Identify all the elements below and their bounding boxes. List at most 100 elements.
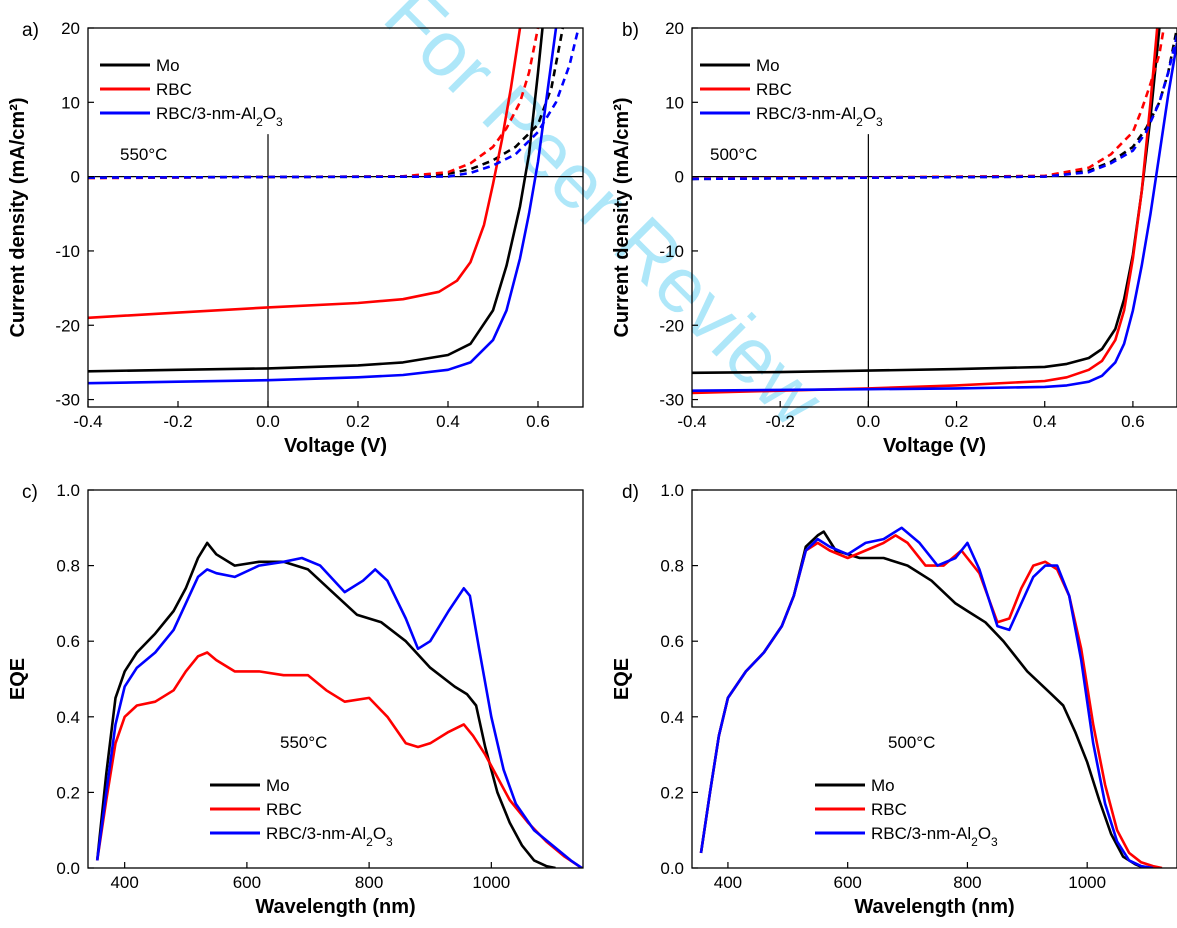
series-group bbox=[692, 28, 1177, 395]
panel-c: 400 600 800 1000 0.0 0.2 0.4 0.6 0.8 1.0 Wavelengt… bbox=[7, 481, 584, 918]
x-tick-label: 1000 bbox=[472, 873, 510, 892]
y-tick-label: -30 bbox=[659, 391, 684, 410]
x-tick-label: 0.6 bbox=[526, 412, 550, 431]
x-tick-label: 800 bbox=[355, 873, 383, 892]
legend: Mo RBC RBC/3-nm-Al2O3 bbox=[815, 776, 998, 849]
plot-frame bbox=[691, 489, 1177, 869]
x-tick-label: 0.0 bbox=[256, 412, 280, 431]
legend-label: RBC/3-nm-Al2O3 bbox=[756, 104, 883, 129]
legend-label: Mo bbox=[156, 56, 180, 75]
legend-label: Mo bbox=[266, 776, 290, 795]
x-tick-label: 400 bbox=[714, 873, 742, 892]
panel-b: -0.4 -0.2 0.0 0.2 0.4 0.6 -30 -20 -10 0 10 20 Voltag… bbox=[611, 19, 1177, 457]
series-line-mo bbox=[699, 530, 1145, 868]
x-tick-label: 0.2 bbox=[346, 412, 370, 431]
x-tick-label: 0.2 bbox=[945, 412, 969, 431]
panel-letter: c) bbox=[22, 482, 38, 503]
panel-a: -0.4 -0.2 0.0 0.2 0.4 0.6 -30 -20 -10 0 10 20 Voltag… bbox=[7, 19, 584, 457]
y-tick-label: 0 bbox=[675, 168, 684, 187]
plot-frame bbox=[87, 27, 584, 408]
y-axis-title: EQE bbox=[611, 658, 633, 700]
legend-label: Mo bbox=[871, 776, 895, 795]
x-axis-title: Voltage (V) bbox=[883, 435, 986, 457]
temperature-annotation: 500°C bbox=[710, 145, 757, 164]
x-tick-label: 0.4 bbox=[436, 412, 460, 431]
y-tick-label: -20 bbox=[659, 316, 684, 335]
temperature-annotation: 550°C bbox=[120, 145, 167, 164]
x-tick-label: 400 bbox=[110, 873, 138, 892]
series-group bbox=[699, 526, 1163, 868]
y-tick-label: 20 bbox=[61, 19, 80, 38]
y-tick-label: 10 bbox=[665, 93, 684, 112]
series-line-mo bbox=[95, 541, 556, 868]
panel-letter: d) bbox=[622, 482, 639, 503]
legend-label: RBC/3-nm-Al2O3 bbox=[871, 824, 998, 849]
y-tick-label: 0.0 bbox=[56, 859, 80, 878]
temperature-annotation: 500°C bbox=[888, 733, 935, 752]
x-tick-label: 600 bbox=[833, 873, 861, 892]
y-axis-title: Current density (mA/cm²) bbox=[7, 97, 29, 337]
x-tick-label: 0.6 bbox=[1121, 412, 1145, 431]
y-tick-label: 0.4 bbox=[660, 708, 684, 727]
y-tick-label: 0.6 bbox=[660, 632, 684, 651]
series-line-rbc-3-nm-al2o3 bbox=[95, 556, 583, 868]
x-tick-label: 800 bbox=[953, 873, 981, 892]
series-line-rbc bbox=[699, 534, 1163, 868]
legend-label: RBC bbox=[871, 800, 907, 819]
series-line-rbc bbox=[95, 651, 583, 868]
plot-frame bbox=[691, 27, 1177, 408]
y-tick-label: 0.2 bbox=[56, 783, 80, 802]
series-line-rbc bbox=[88, 28, 522, 320]
x-tick-label: -0.2 bbox=[766, 412, 795, 431]
panel-letter: a) bbox=[22, 20, 39, 41]
y-tick-label: 0.4 bbox=[56, 708, 80, 727]
series-line-rbc-dashed bbox=[88, 28, 540, 180]
y-tick-label: 0.2 bbox=[660, 783, 684, 802]
series-line-rbc-3-nm-al2o3 bbox=[692, 42, 1177, 392]
y-tick-label: 10 bbox=[61, 93, 80, 112]
y-tick-label: 0 bbox=[71, 168, 80, 187]
legend: Mo RBC RBC/3-nm-Al2O3 bbox=[100, 56, 283, 129]
legend: Mo RBC RBC/3-nm-Al2O3 bbox=[210, 776, 393, 849]
series-line-rbc-3-nm-al2o3 bbox=[88, 28, 558, 385]
y-tick-label: 0.8 bbox=[660, 557, 684, 576]
y-tick-label: -10 bbox=[659, 242, 684, 261]
y-axis-title: EQE bbox=[7, 658, 29, 700]
y-tick-label: -30 bbox=[55, 391, 80, 410]
x-axis-title: Wavelength (nm) bbox=[255, 896, 415, 918]
y-tick-label: 1.0 bbox=[660, 481, 684, 500]
x-axis-title: Wavelength (nm) bbox=[854, 896, 1014, 918]
x-tick-label: 0.4 bbox=[1033, 412, 1057, 431]
legend: Mo RBC RBC/3-nm-Al2O3 bbox=[700, 56, 883, 129]
y-tick-label: -20 bbox=[55, 316, 80, 335]
series-line-rbc-3-nm-al2o3-dashed bbox=[692, 35, 1177, 181]
temperature-annotation: 550°C bbox=[280, 733, 327, 752]
x-tick-label: 0.0 bbox=[857, 412, 881, 431]
x-tick-label: 1000 bbox=[1068, 873, 1106, 892]
x-axis-title: Voltage (V) bbox=[284, 435, 387, 457]
y-tick-label: 20 bbox=[665, 19, 684, 38]
legend-label: RBC bbox=[156, 80, 192, 99]
plot-frame bbox=[87, 489, 584, 869]
panel-d: 400 600 800 1000 0.0 0.2 0.4 0.6 0.8 1.0 Wavelengt… bbox=[611, 481, 1177, 918]
y-tick-label: 1.0 bbox=[56, 481, 80, 500]
legend-label: Mo bbox=[756, 56, 780, 75]
y-tick-label: -10 bbox=[55, 242, 80, 261]
x-tick-label: 600 bbox=[233, 873, 261, 892]
y-tick-label: 0.8 bbox=[56, 557, 80, 576]
legend-label: RBC bbox=[266, 800, 302, 819]
y-tick-label: 0.0 bbox=[660, 859, 684, 878]
x-tick-label: -0.4 bbox=[677, 412, 706, 431]
series-group bbox=[95, 541, 583, 868]
y-tick-label: 0.6 bbox=[56, 632, 80, 651]
series-line-rbc-3-nm-al2o3-dashed bbox=[88, 28, 580, 179]
legend-label: RBC/3-nm-Al2O3 bbox=[266, 824, 393, 849]
legend-label: RBC bbox=[756, 80, 792, 99]
x-tick-label: -0.4 bbox=[73, 412, 102, 431]
legend-label: RBC/3-nm-Al2O3 bbox=[156, 104, 283, 129]
series-line-rbc-3-nm-al2o3 bbox=[699, 526, 1154, 868]
panel-letter: b) bbox=[622, 20, 639, 41]
series-line-mo bbox=[88, 28, 544, 373]
series-group bbox=[88, 28, 580, 385]
